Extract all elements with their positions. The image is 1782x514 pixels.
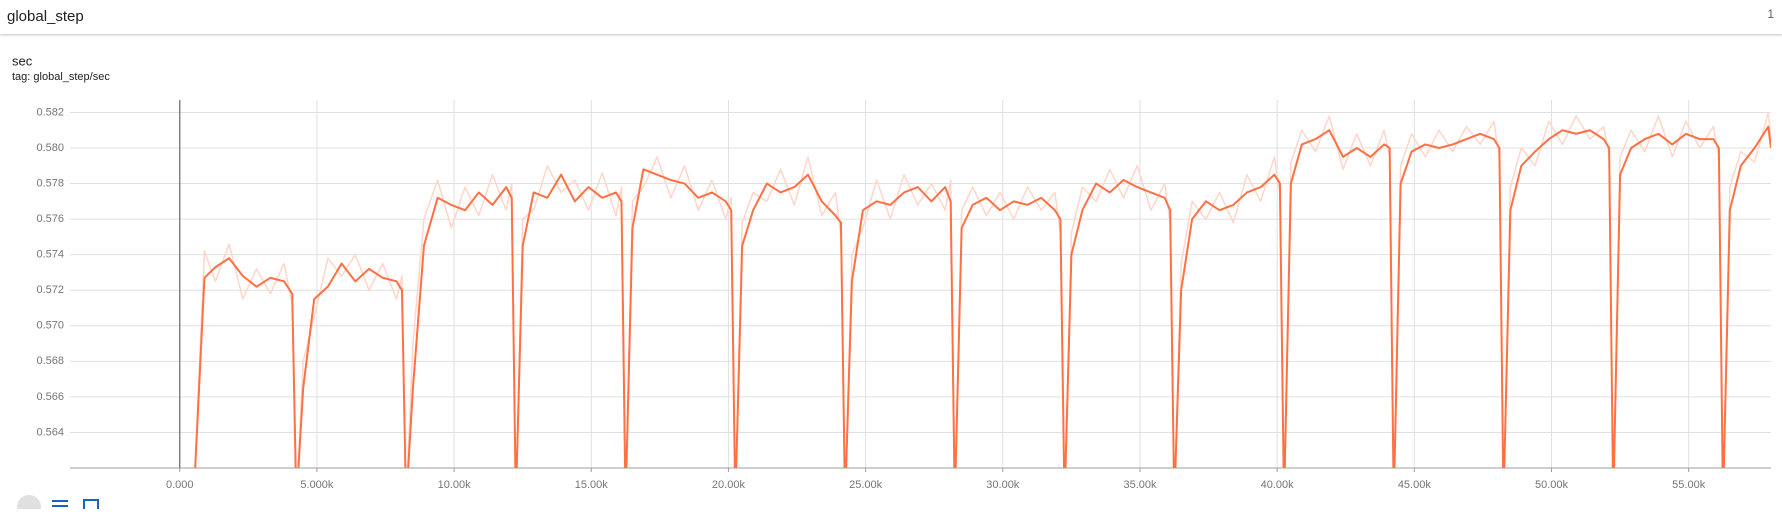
fit-button[interactable]: [17, 495, 41, 514]
y-tick-label: 0.564: [36, 426, 64, 438]
x-tick-label: 35.00k: [1123, 479, 1157, 491]
x-tick-label: 0.000: [166, 479, 194, 491]
x-tick-label: 10.00k: [438, 479, 472, 491]
list-icon[interactable]: [52, 500, 68, 502]
plot: [194, 111, 1771, 468]
x-tick-label: 55.00k: [1672, 479, 1706, 491]
chart-title: sec: [12, 53, 33, 68]
x-tick-label: 5.000k: [300, 479, 334, 491]
x-tick-label: 25.00k: [849, 479, 883, 491]
y-tick-label: 0.576: [36, 213, 64, 225]
download-icon[interactable]: [83, 499, 99, 513]
x-tick-label: 40.00k: [1261, 479, 1295, 491]
x-tick-label: 15.00k: [575, 479, 609, 491]
series-line: [194, 125, 1771, 468]
y-tick-label: 0.566: [36, 391, 64, 403]
header-count: 1: [1767, 7, 1774, 21]
x-tick-label: 50.00k: [1535, 479, 1569, 491]
y-tick-label: 0.570: [36, 320, 64, 332]
series-line: [194, 111, 1771, 468]
y-tick-label: 0.582: [36, 106, 64, 118]
toolbar: [17, 495, 99, 514]
grid: 0.564 0.566 0.568 0.570 0.572 0.574 0.576 0.578…: [36, 100, 1771, 491]
header-bar: [0, 0, 1782, 34]
y-tick-label: 0.580: [36, 142, 64, 154]
x-tick-label: 30.00k: [986, 479, 1020, 491]
header-title: global_step: [7, 8, 84, 25]
y-tick-label: 0.568: [36, 355, 64, 367]
y-tick-label: 0.572: [36, 284, 64, 296]
y-tick-label: 0.578: [36, 177, 64, 189]
x-tick-label: 20.00k: [712, 479, 746, 491]
list-icon: [52, 505, 68, 507]
y-tick-label: 0.574: [36, 249, 64, 261]
chart-subtitle: tag: global_step/sec: [12, 71, 110, 83]
x-tick-label: 45.00k: [1398, 479, 1432, 491]
